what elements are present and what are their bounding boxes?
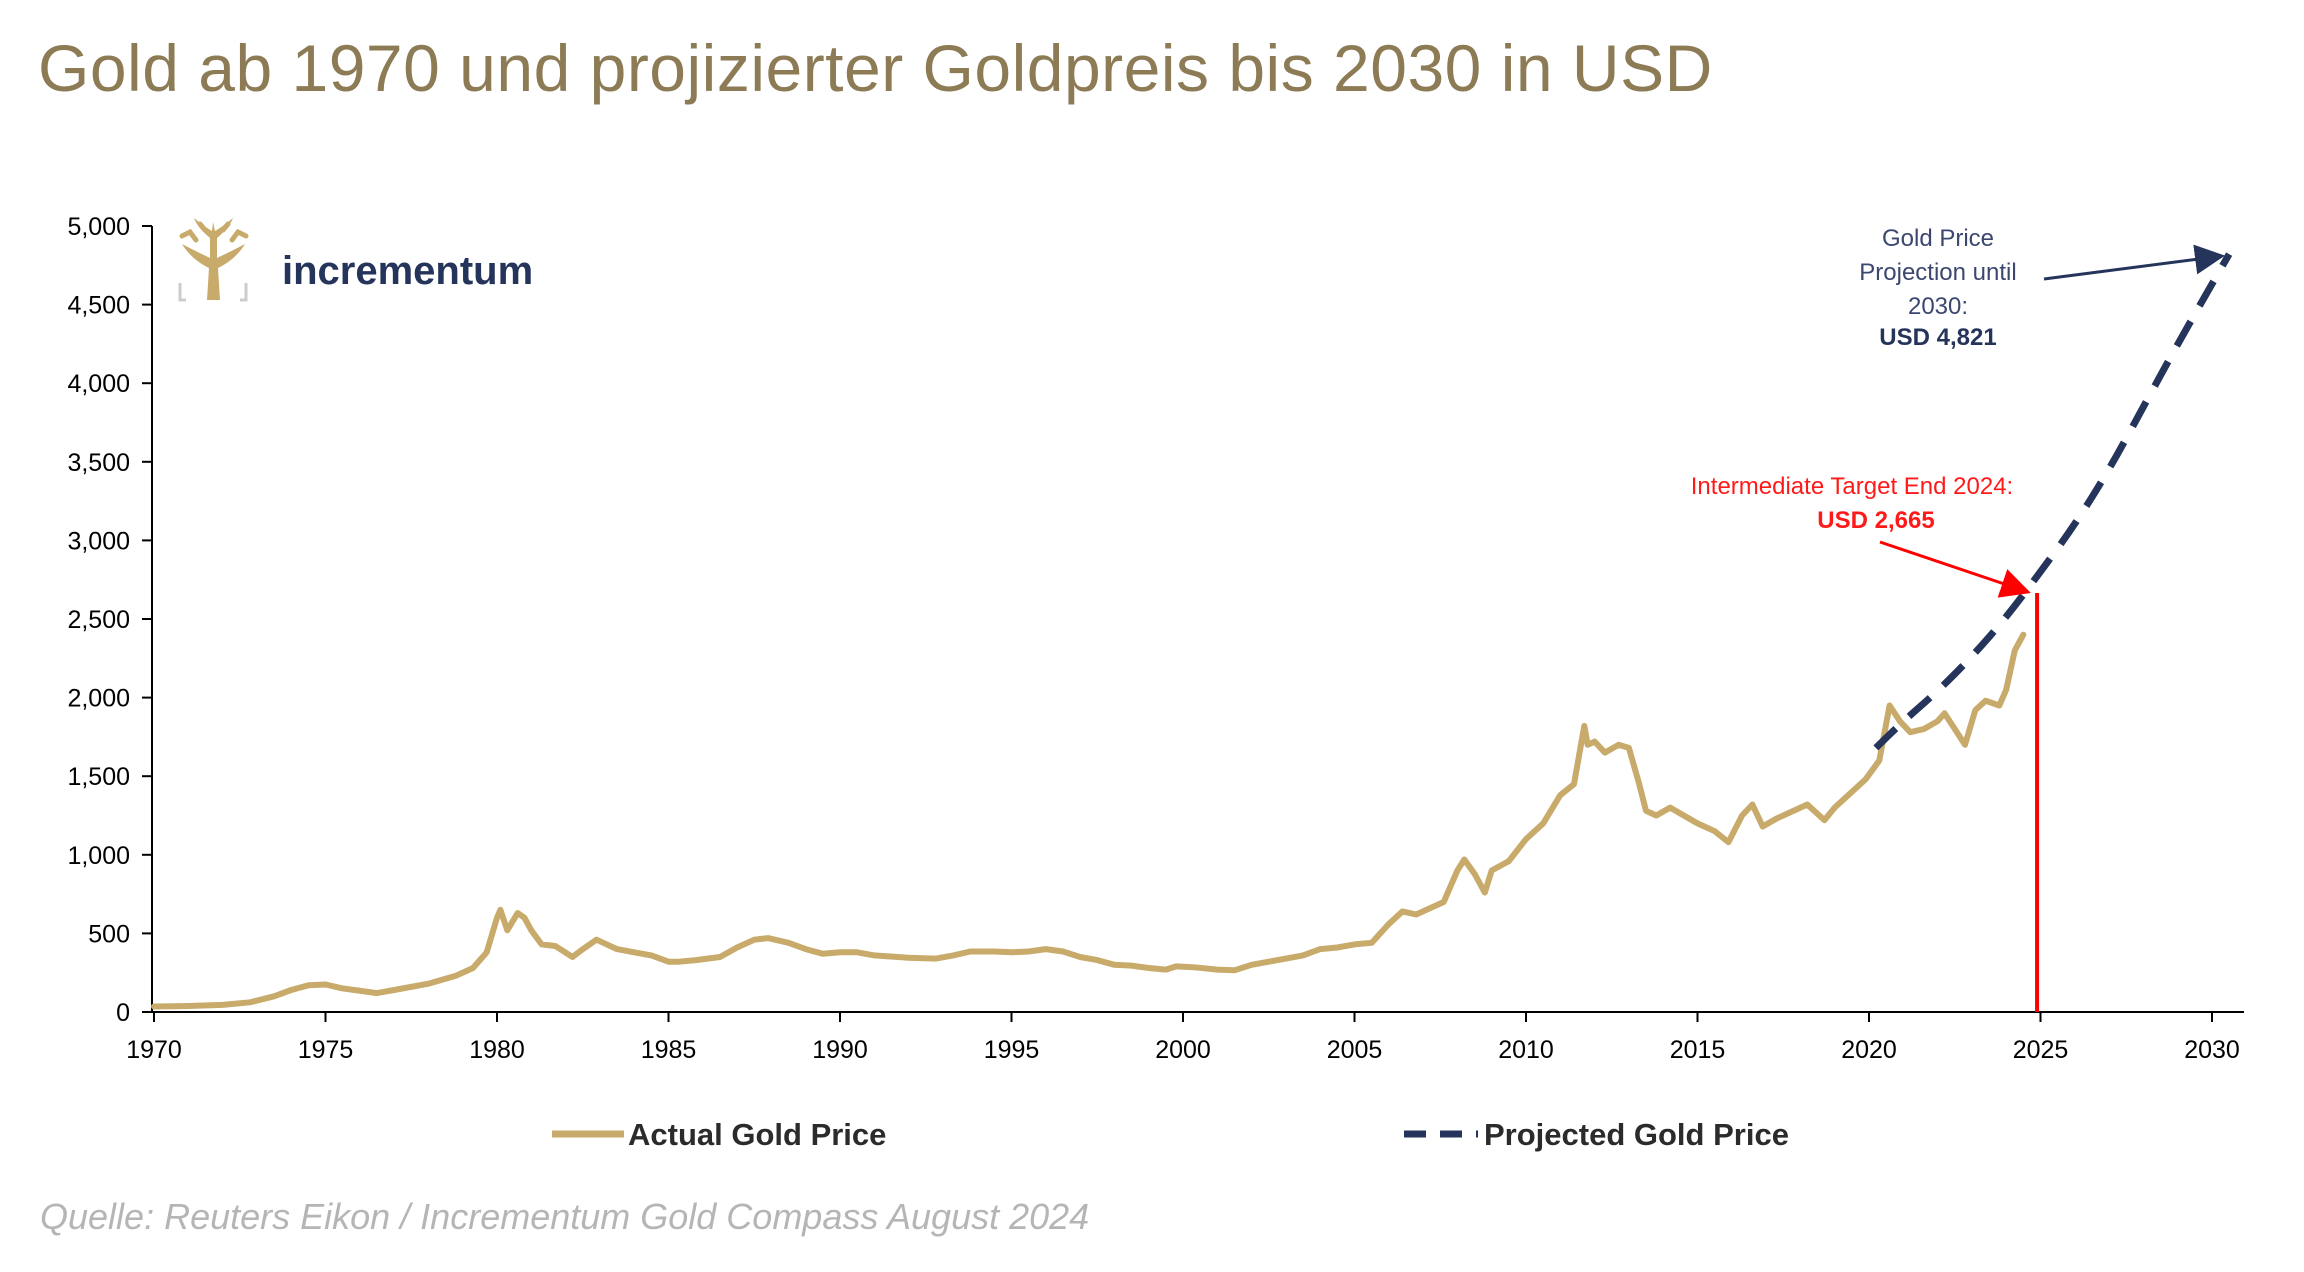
annotation-target-label: Intermediate Target End 2024: [1691, 473, 2013, 500]
x-tick-label: 2000 [1155, 1036, 1211, 1064]
series-actual-gold-price [151, 631, 2027, 1010]
y-ticks: 0 500 1,000 1,500 2,000 2,500 3,000 3,500 4,000 4… [67, 213, 152, 1027]
y-tick-label: 2,000 [67, 685, 130, 713]
y-tick-label: 1,000 [67, 842, 130, 870]
legend-label-projected: Projected Gold Price [1484, 1117, 1789, 1152]
annotation-target: Intermediate Target End 2024: USD 2,665 [1691, 473, 2031, 598]
x-tick-label: 1970 [126, 1036, 182, 1064]
y-tick-label: 0 [116, 999, 130, 1027]
y-tick-label: 1,500 [67, 763, 130, 791]
annotation-projection-line2: Projection until [1859, 259, 2016, 286]
x-tick-label: 2010 [1498, 1036, 1554, 1064]
x-tick-label: 1995 [984, 1036, 1040, 1064]
annotation-projection-line3: 2030: [1908, 293, 1968, 320]
y-tick-label: 4,500 [67, 292, 130, 320]
x-tick-label: 2015 [1670, 1036, 1726, 1064]
legend: Actual Gold Price Projected Gold Price [552, 1117, 1789, 1152]
legend-item-actual: Actual Gold Price [552, 1117, 886, 1152]
legend-label-actual: Actual Gold Price [628, 1117, 886, 1152]
legend-item-projected: Projected Gold Price [1404, 1117, 1789, 1152]
y-tick-label: 3,500 [67, 449, 130, 477]
x-tick-label: 1980 [469, 1036, 525, 1064]
logo: incrementum [178, 218, 533, 302]
tree-icon [178, 218, 249, 302]
x-tick-label: 2020 [1841, 1036, 1897, 1064]
x-tick-label: 2005 [1327, 1036, 1383, 1064]
annotation-projection: Gold Price Projection until 2030: USD 4,… [1859, 225, 2225, 351]
y-tick-label: 4,000 [67, 370, 130, 398]
annotation-projection-arrow [2043, 244, 2225, 281]
y-tick-label: 2,500 [67, 606, 130, 634]
y-tick-label: 3,000 [67, 527, 130, 555]
x-tick-label: 1975 [298, 1036, 354, 1064]
annotation-projection-value: USD 4,821 [1879, 324, 1996, 351]
x-tick-label: 2025 [2013, 1036, 2069, 1064]
source-note: Quelle: Reuters Eikon / Incrementum Gold… [40, 1196, 1090, 1237]
page-title: Gold ab 1970 und projizierter Goldpreis … [38, 31, 1713, 105]
annotation-target-arrow [1879, 540, 2031, 598]
series-projected-gold-price [1873, 252, 2233, 751]
logo-text: incrementum [282, 249, 533, 293]
y-tick-label: 500 [88, 920, 130, 948]
x-tick-label: 2030 [2184, 1036, 2240, 1064]
y-tick-label: 5,000 [67, 213, 130, 241]
annotation-target-value: USD 2,665 [1817, 507, 1934, 534]
x-ticks: 1970 1975 1980 1985 1990 1995 2000 2005 2010 2015… [126, 1012, 2240, 1064]
x-tick-label: 1985 [641, 1036, 697, 1064]
annotation-projection-line1: Gold Price [1882, 225, 1994, 252]
x-tick-label: 1990 [812, 1036, 868, 1064]
